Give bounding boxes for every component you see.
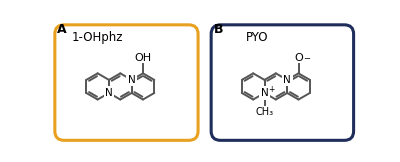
Text: 1-OHphz: 1-OHphz <box>72 31 123 44</box>
Text: CH₃: CH₃ <box>256 107 274 117</box>
Text: O: O <box>294 52 303 63</box>
Text: N: N <box>261 88 268 98</box>
Text: N: N <box>283 75 291 85</box>
Text: PYO: PYO <box>246 31 269 44</box>
FancyBboxPatch shape <box>211 25 354 140</box>
Text: N: N <box>105 88 113 98</box>
Text: A: A <box>57 23 67 35</box>
Text: +: + <box>268 85 275 94</box>
Text: B: B <box>214 23 224 35</box>
FancyBboxPatch shape <box>55 25 198 140</box>
Text: −: − <box>303 54 310 63</box>
Text: OH: OH <box>134 52 152 63</box>
Text: N: N <box>128 75 136 85</box>
